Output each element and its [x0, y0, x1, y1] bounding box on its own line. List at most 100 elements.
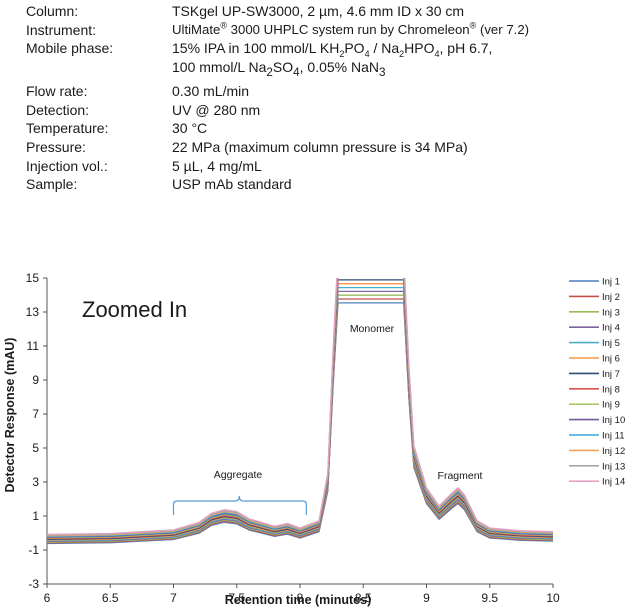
y-tick-label: 11	[27, 339, 40, 353]
pressure-label: Pressure:	[26, 138, 86, 155]
x-tick-label: 9	[423, 591, 430, 605]
x-tick-label: 9.5	[481, 591, 498, 605]
registered-mark: ®	[220, 20, 228, 31]
mp1-s3: 2	[399, 48, 405, 59]
legend-label: Inj 11	[602, 431, 625, 442]
mp1-c: / Na	[369, 40, 400, 57]
trace-line	[47, 286, 553, 542]
mp2-s3: 3	[379, 65, 386, 79]
annotations: Zoomed In Monomer Aggregate Fragment	[82, 297, 483, 515]
trace-line	[47, 298, 553, 544]
monomer-label: Monomer	[350, 323, 395, 335]
y-tick-label: 3	[32, 475, 39, 489]
legend-label: Inj 2	[602, 292, 620, 303]
legend-label: Inj 12	[602, 446, 625, 457]
y-tick-label: -3	[28, 577, 39, 591]
legend-label: Inj 13	[602, 461, 625, 472]
x-tick-label: 8.5	[355, 591, 372, 605]
legend-label: Inj 5	[602, 338, 620, 349]
mp2-s1: 2	[266, 65, 273, 79]
x-tick-label: 8	[297, 591, 304, 605]
temperature-row: Temperature: 30 °C	[26, 119, 626, 138]
x-tick-label: 7	[170, 591, 177, 605]
instrument-value: UltiMate® 3000 UHPLC system run by Chrom…	[172, 21, 626, 40]
mp1-b: PO	[344, 40, 365, 57]
instrument-software: 3000 UHPLC system run by Chromeleon	[227, 21, 470, 37]
instrument-label: Instrument:	[26, 21, 97, 38]
mp1-d: HPO	[404, 40, 435, 57]
x-tick-label: 7.5	[228, 591, 245, 605]
pressure-row: Pressure: 22 MPa (maximum column pressur…	[26, 138, 626, 157]
injection-value: 5 µL, 4 mg/mL	[172, 157, 262, 174]
trace-line	[47, 278, 553, 536]
column-row: Column: TSKgel UP-SW3000, 2 µm, 4.6 mm I…	[26, 2, 626, 21]
injection-row: Injection vol.: 5 µL, 4 mg/mL	[26, 157, 626, 176]
mp2-b: SO	[272, 58, 294, 75]
mobile-phase-line-2: 100 mmol/L Na2SO4, 0.05% NaN3	[26, 58, 626, 82]
registered-mark-2: ®	[469, 20, 477, 31]
sample-label: Sample:	[26, 176, 78, 193]
mobile-phase-line-1: 15% IPA in 100 mmol/L KH2PO4 / Na2HPO4, …	[172, 39, 626, 58]
instrument-name: UltiMate	[172, 21, 221, 37]
legend-label: Inj 6	[602, 354, 620, 365]
trace-line	[47, 290, 553, 543]
instrument-row: Instrument: UltiMate® 3000 UHPLC system …	[26, 21, 626, 40]
legend-label: Inj 9	[602, 400, 620, 411]
mp1-s2: 4	[364, 48, 370, 59]
legend-label: Inj 3	[602, 307, 620, 318]
x-tick-label: 6.5	[102, 591, 119, 605]
detection-row: Detection: UV @ 280 nm	[26, 101, 626, 120]
mp1-e: , pH 6.7,	[439, 40, 493, 57]
method-conditions: Column: TSKgel UP-SW3000, 2 µm, 4.6 mm I…	[26, 2, 626, 194]
x-tick-label: 6	[44, 591, 51, 605]
mp1-a: 15% IPA in 100 mmol/L KH	[172, 40, 340, 57]
x-tick-label: 10	[546, 591, 560, 605]
legend-label: Inj 14	[602, 477, 625, 488]
aggregate-bracket	[172, 495, 307, 515]
instrument-version: (ver 7.2)	[476, 21, 530, 37]
y-tick-label: 15	[26, 271, 40, 285]
trace-group	[47, 278, 553, 545]
y-tick-label: 7	[32, 407, 39, 421]
detection-label: Detection:	[26, 101, 90, 118]
legend-label: Inj 4	[602, 323, 620, 334]
legend-label: Inj 1	[602, 277, 620, 288]
y-tick-label: 5	[32, 441, 39, 455]
x-axis-label: Retention time (minutes)	[225, 593, 372, 607]
y-axis-label: Detector Response (mAU)	[3, 338, 17, 493]
mobile-phase-label: Mobile phase:	[26, 40, 114, 57]
column-label: Column:	[26, 3, 79, 19]
injection-label: Injection vol.:	[26, 157, 108, 174]
y-tick-label: 13	[26, 305, 40, 319]
mp1-s4: 4	[434, 48, 440, 59]
flow-rate-value: 0.30 mL/min	[172, 83, 250, 100]
zoomed-in-label: Zoomed In	[82, 297, 187, 322]
y-tick-label: 1	[32, 509, 39, 523]
flow-rate-label: Flow rate:	[26, 83, 88, 100]
column-value: TSKgel UP-SW3000, 2 µm, 4.6 mm ID x 30 c…	[172, 3, 465, 19]
y-tick-label: 9	[32, 373, 39, 387]
aggregate-label: Aggregate	[214, 469, 263, 481]
legend-label: Inj 7	[602, 369, 620, 380]
mp2-c: , 0.05% NaN	[299, 58, 379, 75]
flow-rate-row: Flow rate: 0.30 mL/min	[26, 82, 626, 101]
pressure-value: 22 MPa (maximum column pressure is 34 MP…	[172, 138, 468, 155]
legend-label: Inj 8	[602, 384, 620, 395]
temperature-value: 30 °C	[172, 120, 208, 137]
mobile-phase-row: Mobile phase: 15% IPA in 100 mmol/L KH2P…	[26, 39, 626, 58]
legend-label: Inj 10	[602, 415, 625, 426]
detection-value: UV @ 280 nm	[172, 101, 261, 118]
trace-line	[47, 294, 553, 543]
fragment-label: Fragment	[438, 470, 483, 482]
sample-row: Sample: USP mAb standard	[26, 175, 626, 194]
legend: Inj 1 Inj 2 Inj 3 Inj 4 Inj 5 Inj 6 Inj 7 Inj 8…	[569, 277, 625, 488]
y-tick-label: -1	[28, 543, 39, 557]
trace-line	[47, 302, 553, 545]
temperature-label: Temperature:	[26, 120, 109, 137]
mp2-a: 100 mmol/L Na	[172, 58, 267, 75]
sample-value: USP mAb standard	[172, 176, 292, 193]
mp2-s2: 4	[293, 65, 300, 79]
mp1-s1: 2	[339, 48, 345, 59]
